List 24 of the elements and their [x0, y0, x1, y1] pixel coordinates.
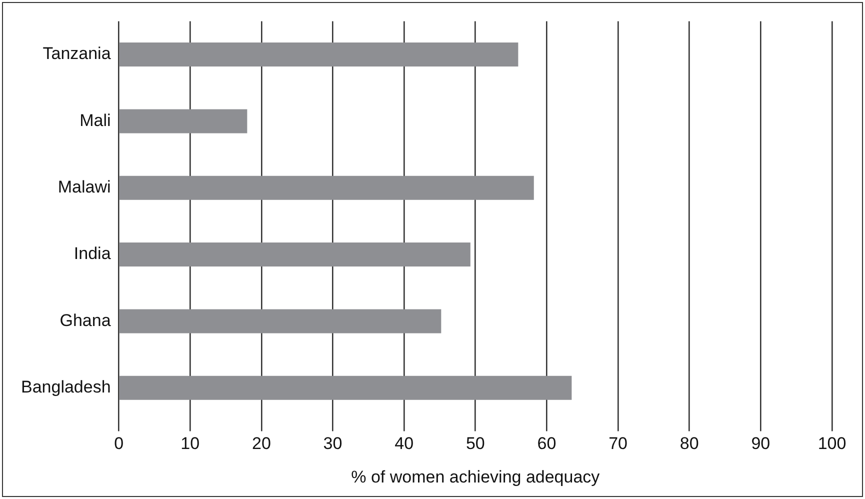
bar — [119, 109, 248, 134]
y-tick-label: Tanzania — [42, 44, 112, 64]
y-tick-label: Ghana — [60, 310, 112, 330]
y-tick-label: Mali — [80, 110, 111, 130]
x-tick-label: 60 — [537, 434, 556, 454]
x-axis-title: % of women achieving adequacy — [351, 467, 600, 486]
x-tick-label: 70 — [608, 434, 628, 454]
x-tick-label: 80 — [680, 434, 699, 454]
x-tick-label: 0 — [114, 434, 124, 454]
x-tick-label: 20 — [252, 434, 271, 454]
bar — [119, 176, 534, 200]
x-tick-label: 50 — [466, 434, 485, 454]
bar — [119, 42, 518, 67]
x-tick-label: 100 — [818, 434, 846, 454]
bar — [119, 309, 442, 334]
x-tick-label: 90 — [751, 434, 770, 454]
y-tick-label: Bangladesh — [20, 378, 111, 397]
bar — [119, 242, 470, 267]
bar — [119, 376, 572, 400]
y-tick-label: Malawi — [58, 178, 111, 197]
x-tick-label: 40 — [394, 434, 414, 454]
x-tick-label: 10 — [180, 434, 200, 454]
x-tick-label: 30 — [323, 434, 342, 454]
y-tick-label: India — [74, 244, 112, 264]
